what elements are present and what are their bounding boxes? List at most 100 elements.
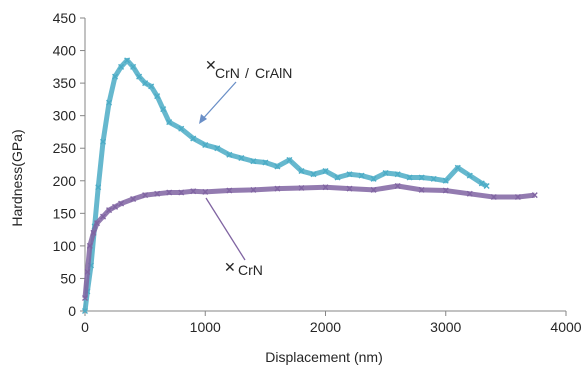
y-tick-label: 200 bbox=[53, 173, 77, 189]
data-point bbox=[322, 184, 329, 191]
y-tick-label: 350 bbox=[53, 75, 77, 91]
y-tick-label: 100 bbox=[53, 238, 77, 254]
data-point bbox=[148, 83, 155, 90]
data-point bbox=[106, 99, 113, 106]
data-point bbox=[142, 80, 149, 87]
x-tick-label: 0 bbox=[81, 319, 89, 335]
data-point bbox=[442, 187, 449, 194]
data-point bbox=[298, 168, 305, 175]
data-point bbox=[334, 174, 341, 181]
data-point bbox=[166, 119, 173, 126]
data-point bbox=[214, 145, 221, 152]
data-point bbox=[346, 171, 353, 178]
tick-labels: 0 50 100 150 200 250 300 350 400 450 0 1000 2000 3000… bbox=[53, 10, 582, 335]
data-point bbox=[202, 188, 209, 195]
data-point bbox=[418, 186, 425, 193]
data-point bbox=[94, 220, 101, 227]
data-point bbox=[112, 73, 119, 80]
data-point bbox=[286, 156, 293, 163]
data-point bbox=[250, 186, 257, 193]
data-point bbox=[382, 169, 389, 176]
data-point bbox=[346, 185, 353, 192]
x-tick-label: 2000 bbox=[310, 319, 341, 335]
y-axis-title: Hardness(GPa) bbox=[9, 129, 25, 226]
data-point bbox=[86, 242, 93, 249]
data-point bbox=[100, 138, 107, 145]
series-layer bbox=[82, 57, 538, 314]
data-point bbox=[406, 174, 413, 181]
y-tick-label: 150 bbox=[53, 205, 77, 221]
data-point bbox=[178, 189, 185, 196]
annotation-label-crn-b: CrN bbox=[238, 262, 263, 278]
data-point bbox=[112, 203, 119, 210]
y-tick-label: 450 bbox=[53, 10, 77, 26]
data-point bbox=[202, 141, 209, 148]
annotation-arrow-crn-craln bbox=[199, 81, 237, 123]
data-point bbox=[130, 63, 137, 70]
data-point bbox=[190, 135, 197, 142]
data-point bbox=[418, 174, 425, 181]
data-point bbox=[430, 175, 437, 182]
data-point bbox=[394, 182, 401, 189]
series-crn bbox=[82, 182, 538, 301]
data-point bbox=[370, 175, 377, 182]
data-point bbox=[322, 168, 329, 175]
data-point bbox=[100, 213, 107, 220]
data-point bbox=[124, 57, 131, 64]
data-point bbox=[154, 190, 161, 197]
data-point bbox=[442, 177, 449, 184]
data-point bbox=[226, 151, 233, 158]
x-tick-label: 1000 bbox=[190, 319, 221, 335]
y-tick-label: 400 bbox=[53, 43, 77, 59]
annotations: CrN / CrAlN ✕ CrN ✕ bbox=[199, 57, 292, 278]
data-point bbox=[514, 194, 521, 201]
data-point bbox=[160, 106, 167, 113]
y-tick-label: 250 bbox=[53, 140, 77, 156]
data-point bbox=[483, 182, 490, 189]
x-axis-title: Displacement (nm) bbox=[265, 349, 382, 365]
annotation-label-craln: CrAlN bbox=[255, 65, 292, 81]
data-point bbox=[106, 207, 113, 214]
data-point bbox=[466, 190, 473, 197]
annotation-arrow-crn bbox=[205, 197, 246, 261]
data-point bbox=[154, 93, 161, 100]
axes bbox=[80, 17, 567, 316]
x-tick-label: 3000 bbox=[430, 319, 461, 335]
data-point bbox=[531, 192, 538, 199]
annotation-marker-crn: ✕ bbox=[224, 259, 236, 275]
data-point bbox=[226, 187, 233, 194]
data-point bbox=[310, 171, 317, 178]
data-point bbox=[190, 188, 197, 195]
data-point bbox=[95, 184, 102, 191]
y-tick-label: 0 bbox=[68, 303, 76, 319]
annotation-label-slash: / bbox=[245, 65, 249, 81]
series-band bbox=[82, 57, 488, 312]
series-crn-craln bbox=[82, 57, 490, 314]
annotation-label-crn-a: CrN bbox=[215, 65, 240, 81]
annotation-arrowhead-crn-craln bbox=[199, 114, 207, 124]
data-point bbox=[118, 200, 125, 207]
data-point bbox=[250, 158, 257, 165]
data-point bbox=[166, 189, 173, 196]
data-point bbox=[262, 159, 269, 166]
data-point bbox=[466, 172, 473, 179]
data-point bbox=[394, 171, 401, 178]
data-point bbox=[238, 154, 245, 161]
x-tick-label: 4000 bbox=[550, 319, 581, 335]
y-tick-label: 50 bbox=[60, 270, 76, 286]
data-point bbox=[136, 73, 143, 80]
data-point bbox=[478, 180, 485, 187]
data-point bbox=[84, 268, 91, 275]
series-band bbox=[82, 183, 536, 299]
data-point bbox=[274, 185, 281, 192]
data-point bbox=[90, 229, 97, 236]
annotation-marker-craln: ✕ bbox=[205, 57, 217, 73]
data-point bbox=[130, 196, 137, 203]
data-point bbox=[118, 63, 125, 70]
y-tick-label: 300 bbox=[53, 108, 77, 124]
data-point bbox=[178, 125, 185, 132]
data-point bbox=[82, 294, 88, 301]
data-point bbox=[274, 163, 281, 170]
data-point bbox=[454, 164, 461, 171]
